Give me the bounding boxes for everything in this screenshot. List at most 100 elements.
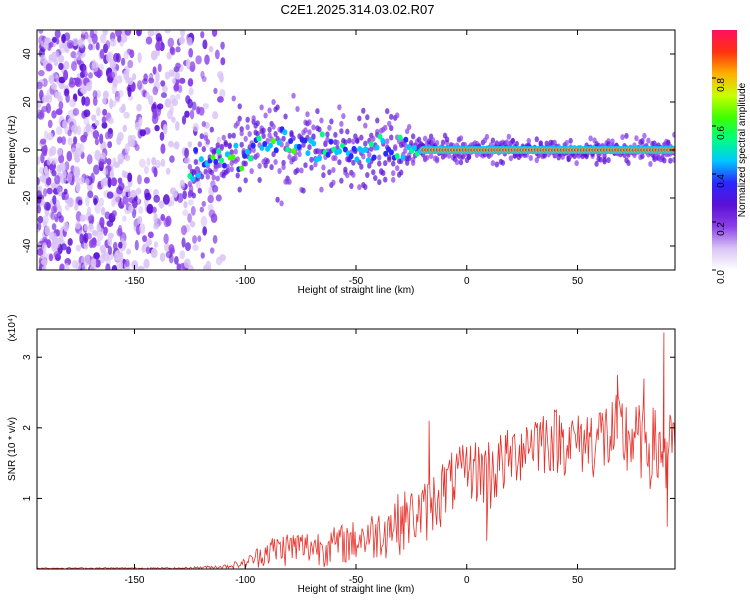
- noise-cell: [51, 110, 57, 119]
- noise-cell: [91, 114, 97, 122]
- noise-cell: [131, 198, 138, 209]
- noise-cell: [75, 51, 83, 61]
- noise-cell: [39, 55, 47, 63]
- signal-cell: [215, 175, 220, 182]
- noise-cell: [191, 101, 197, 111]
- noise-cell: [202, 226, 207, 236]
- noise-cell: [160, 213, 166, 221]
- noise-cell: [124, 30, 132, 36]
- noise-cell: [74, 262, 82, 270]
- noise-cell: [171, 116, 176, 123]
- signal-cell: [223, 141, 228, 148]
- signal-cell: [672, 131, 675, 138]
- noise-cell: [43, 130, 49, 141]
- noise-cell: [55, 108, 63, 116]
- noise-cell: [99, 152, 106, 160]
- signal-cell: [209, 169, 214, 176]
- signal-cell: [327, 169, 332, 176]
- signal-core-cell: [270, 138, 276, 145]
- noise-cell: [70, 51, 77, 59]
- noise-cell: [51, 83, 57, 90]
- noise-cell: [38, 69, 45, 77]
- signal-cell: [297, 151, 302, 158]
- noise-cell: [159, 252, 166, 262]
- signal-cell: [319, 186, 324, 193]
- noise-cell: [103, 251, 110, 262]
- noise-cell: [176, 263, 181, 270]
- noise-cell: [85, 177, 90, 186]
- noise-cell: [96, 224, 101, 232]
- noise-cell: [92, 164, 100, 175]
- signal-cell: [285, 141, 290, 148]
- noise-cell: [175, 93, 181, 100]
- noise-cell: [117, 131, 124, 142]
- signal-cell: [269, 164, 274, 171]
- signal-cell: [281, 135, 286, 142]
- signal-cell: [371, 135, 376, 142]
- noise-cell: [46, 156, 51, 166]
- signal-cell: [239, 141, 244, 148]
- noise-cell: [173, 255, 179, 265]
- signal-cell: [490, 160, 496, 167]
- noise-cell: [202, 39, 208, 50]
- noise-cell: [92, 96, 98, 107]
- signal-core-cell: [282, 129, 288, 136]
- signal-cell: [279, 200, 284, 207]
- signal-core-cell: [233, 142, 239, 149]
- noise-cell: [90, 258, 97, 268]
- noise-cell: [43, 41, 49, 50]
- noise-cell: [75, 181, 81, 193]
- x-tick-label: 0: [464, 276, 470, 287]
- signal-cell: [564, 139, 569, 146]
- signal-cell: [648, 161, 653, 168]
- noise-cell: [179, 250, 186, 260]
- noise-cell: [175, 46, 181, 53]
- colorbar-tick-label: 0.6: [716, 126, 727, 140]
- noise-cell: [51, 205, 56, 214]
- noise-cell: [151, 113, 159, 125]
- signal-cell: [387, 154, 392, 161]
- signal-cell: [319, 117, 324, 124]
- signal-core-cell: [276, 139, 282, 146]
- signal-core-cell: [342, 146, 348, 153]
- noise-cell: [102, 30, 108, 34]
- noise-cell: [180, 30, 186, 38]
- noise-cell: [52, 195, 57, 205]
- noise-cell: [123, 111, 130, 119]
- noise-cell: [66, 172, 73, 184]
- signal-core-cell: [219, 157, 225, 164]
- signal-core-cell: [262, 140, 268, 147]
- noise-cell: [141, 78, 148, 85]
- noise-cell: [101, 116, 107, 124]
- noise-cell: [212, 111, 219, 120]
- signal-core-cell: [354, 156, 360, 163]
- noise-cell: [73, 165, 78, 177]
- noise-cell: [99, 48, 105, 59]
- noise-cell: [159, 131, 165, 141]
- noise-cell: [174, 121, 180, 131]
- signal-cell: [341, 113, 346, 120]
- signal-cell: [231, 95, 236, 102]
- noise-cell: [45, 176, 52, 186]
- noise-cell: [169, 104, 174, 115]
- noise-cell: [110, 100, 117, 108]
- noise-cell: [84, 96, 91, 107]
- noise-cell: [167, 37, 175, 48]
- noise-cell: [107, 177, 112, 188]
- snr-y-axis-title: SNR (10 * v/v): [7, 417, 18, 481]
- noise-cell: [165, 215, 172, 227]
- noise-cell: [124, 143, 130, 154]
- signal-cell: [287, 153, 292, 160]
- signal-cell: [209, 126, 214, 133]
- noise-cell: [83, 242, 89, 250]
- signal-cell: [243, 177, 248, 184]
- signal-cell: [281, 159, 286, 166]
- noise-cell: [144, 192, 152, 201]
- signal-core-cell: [374, 144, 380, 151]
- signal-cell: [361, 107, 366, 114]
- noise-cell: [80, 86, 87, 95]
- signal-cell: [568, 137, 573, 144]
- signal-cell: [313, 161, 318, 168]
- noise-cell: [41, 143, 48, 155]
- noise-cell: [153, 212, 158, 224]
